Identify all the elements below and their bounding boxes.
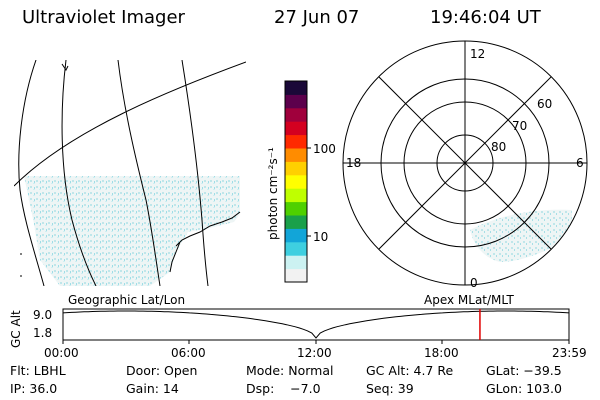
status-ip: IP: 36.0 — [10, 381, 58, 396]
time-label: 19:46:04 UT — [430, 7, 541, 28]
status-glon: GLon: 103.0 — [486, 381, 562, 396]
altitude-ymax: 9.0 — [33, 308, 53, 322]
status-filter: Flt: LBHL — [10, 363, 66, 378]
colorbar-band — [285, 268, 307, 283]
status-mode: Mode: Normal — [246, 363, 334, 378]
status-seq: Seq: 39 — [366, 381, 414, 396]
altitude-axis-label: GC Alt — [9, 310, 23, 348]
time-tick-2: 12:00 — [297, 346, 332, 360]
time-tick-4: 23:59 — [552, 346, 587, 360]
altitude-curve — [62, 310, 570, 339]
mlat-label-80: 80 — [491, 140, 507, 154]
mlt-label-0: 0 — [470, 276, 478, 290]
map-projection-label: Geographic Lat/Lon — [68, 293, 186, 307]
status-gc-alt: GC Alt: 4.7 Re — [366, 363, 454, 378]
colorbar-band — [285, 107, 307, 122]
status-gain: Gain: 14 — [126, 381, 179, 396]
colorbar-band — [285, 134, 307, 149]
altitude-ymin: 1.8 — [33, 326, 53, 340]
instrument-title: Ultraviolet Imager — [22, 7, 185, 28]
colorbar-band — [285, 228, 307, 243]
colorbar-band — [285, 94, 307, 109]
time-tick-1: 06:00 — [171, 346, 206, 360]
mlt-label-6: 6 — [576, 156, 584, 170]
colorbar-tick-100: 100 — [313, 142, 336, 156]
time-tick-0: 00:00 — [44, 346, 79, 360]
mlt-label-18: 18 — [346, 156, 362, 170]
colorbar-band — [285, 148, 307, 162]
polar-emission-region — [470, 209, 572, 262]
colorbar-band — [285, 174, 307, 189]
date-label: 27 Jun 07 — [274, 7, 360, 28]
colorbar-band — [285, 201, 307, 216]
mlt-label-12: 12 — [470, 47, 486, 61]
colorbar-band — [285, 255, 307, 270]
colorbar-band — [285, 241, 307, 256]
colorbar-band — [285, 188, 307, 203]
status-dsp: Dsp: −7.0 — [246, 381, 321, 396]
colorbar-band — [285, 121, 307, 136]
colorbar-band — [285, 161, 307, 176]
status-door: Door: Open — [126, 363, 198, 378]
colorbar-band — [285, 81, 307, 95]
emission-region — [24, 176, 240, 286]
colorbar-band — [285, 215, 307, 229]
polar-projection-label: Apex MLat/MLT — [424, 293, 514, 307]
time-tick-3: 18:00 — [424, 346, 459, 360]
status-glat: GLat: −39.5 — [486, 363, 562, 378]
colorbar-tick-10: 10 — [313, 230, 329, 244]
mlat-label-60: 60 — [537, 97, 553, 111]
mlat-label-70: 70 — [512, 119, 528, 133]
